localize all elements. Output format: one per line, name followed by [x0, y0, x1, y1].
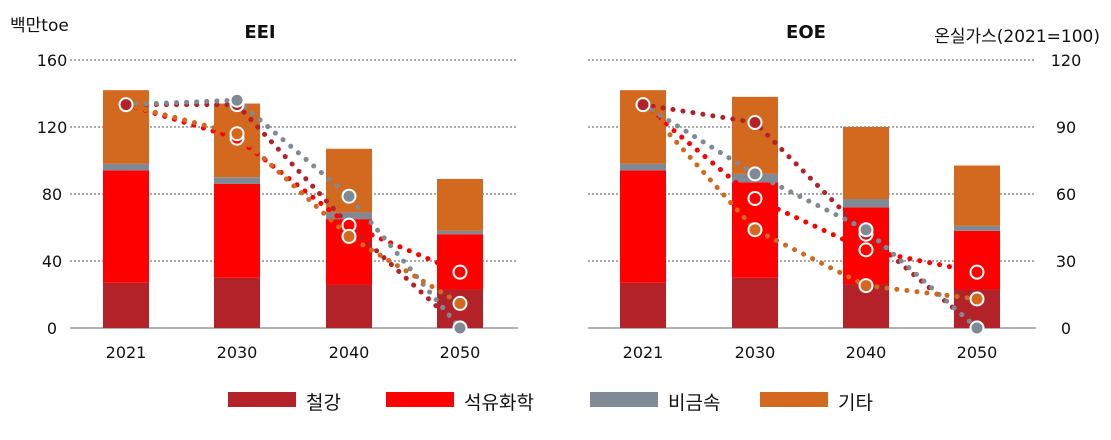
right-index-line-other	[640, 102, 980, 302]
left-chart-title: EEI	[244, 22, 275, 43]
legend-label-petrochem: 석유화학	[464, 392, 534, 414]
right-bar-steel-2021	[620, 282, 666, 328]
left-ytick-label: 0	[47, 319, 57, 338]
right-bar-petrochem-2021	[620, 170, 666, 283]
right-index-marker-other	[747, 222, 763, 238]
left-ytick-label: 40	[42, 252, 62, 271]
right-y2tick-label: 30	[1056, 252, 1076, 271]
right-index-marker-steel	[747, 115, 763, 131]
legend-label-nonmetal: 비금속	[668, 392, 721, 414]
right-index-marker-nonmetal	[969, 320, 985, 336]
chart-legend: 철강 석유화학 비금속 기타	[0, 382, 1111, 422]
left-index-line-other	[123, 102, 463, 306]
left-index-marker-other	[452, 295, 468, 311]
right-index-marker-petrochem	[858, 242, 874, 258]
right-index-line-nonmetal	[640, 102, 980, 331]
left-xtick-label: 2050	[440, 343, 481, 362]
right-xtick-label: 2050	[957, 343, 998, 362]
left-index-line-nonmetal	[123, 97, 463, 331]
legend-swatch-other	[760, 392, 828, 407]
left-bar-nonmetal-2021	[103, 163, 149, 171]
left-bar-nonmetal-2040	[326, 212, 372, 220]
left-bar-steel-2030	[214, 277, 260, 328]
right-y2tick-label: 120	[1051, 51, 1082, 70]
right-index-line-petrochem	[640, 102, 980, 275]
right-bar-nonmetal-2040	[843, 199, 889, 208]
legend-swatch-petrochem	[386, 392, 454, 407]
right-bar-steel-2030	[732, 277, 778, 328]
left-xtick-label: 2030	[217, 343, 258, 362]
right-index-marker-petrochem	[747, 190, 763, 206]
right-chart-title: EOE	[786, 22, 826, 43]
right-index-marker-nonmetal	[858, 222, 874, 238]
left-bar-steel-2021	[103, 282, 149, 328]
left-bar-nonmetal-2050	[437, 230, 483, 235]
left-bar-petrochem-2021	[103, 170, 149, 283]
right-chart-y2label: 온실가스(2021=100)	[934, 27, 1100, 47]
right-index-marker-other	[969, 291, 985, 307]
right-bar-nonmetal-2050	[954, 225, 1000, 231]
left-bar-petrochem-2030	[214, 183, 260, 278]
right-bar-petrochem-2050	[954, 230, 1000, 290]
right-index-marker-other	[858, 278, 874, 294]
right-bar-other-2030	[732, 96, 778, 174]
right-xtick-label: 2030	[735, 343, 776, 362]
left-index-marker-nonmetal	[452, 320, 468, 336]
left-index-marker-other	[341, 228, 357, 244]
left-chart-plot: 0 40 80 120 160 2021 2030 2040 2050	[37, 51, 518, 362]
left-chart-ylabel: 백만toe	[10, 16, 69, 36]
left-index-marker-nonmetal	[341, 188, 357, 204]
right-y2tick-label: 60	[1056, 185, 1076, 204]
legend-swatch-nonmetal	[590, 392, 658, 407]
left-index-line-petrochem	[123, 102, 463, 275]
right-bar-other-2040	[843, 127, 889, 200]
left-index-marker-steel	[118, 97, 134, 113]
legend-label-steel: 철강	[306, 392, 341, 414]
right-index-marker-nonmetal	[747, 166, 763, 182]
legend-swatch-steel	[228, 392, 296, 407]
right-y2tick-label: 90	[1056, 118, 1076, 137]
right-y2tick-label: 0	[1061, 319, 1071, 338]
left-index-marker-other	[229, 126, 245, 142]
right-chart-plot: 0 30 60 90 120 2021 2030 2040 2050	[588, 51, 1081, 362]
left-ytick-label: 80	[42, 185, 62, 204]
left-bar-steel-2040	[326, 284, 372, 328]
right-xtick-label: 2040	[846, 343, 887, 362]
right-xtick-label: 2021	[623, 343, 664, 362]
left-xtick-label: 2040	[329, 343, 370, 362]
left-bar-petrochem-2050	[437, 234, 483, 290]
right-index-marker-petrochem	[969, 264, 985, 280]
left-index-marker-nonmetal	[229, 92, 245, 108]
left-index-marker-petrochem	[452, 264, 468, 280]
right-index-marker-steel	[635, 97, 651, 113]
left-bar-other-2050	[437, 178, 483, 231]
legend-label-other: 기타	[838, 392, 873, 414]
right-bar-other-2050	[954, 165, 1000, 226]
left-xtick-label: 2021	[106, 343, 147, 362]
left-ytick-label: 120	[37, 118, 68, 137]
left-index-line-steel	[123, 102, 463, 331]
left-bar-nonmetal-2030	[214, 177, 260, 184]
left-ytick-label: 160	[37, 51, 68, 70]
right-bar-nonmetal-2021	[620, 163, 666, 171]
